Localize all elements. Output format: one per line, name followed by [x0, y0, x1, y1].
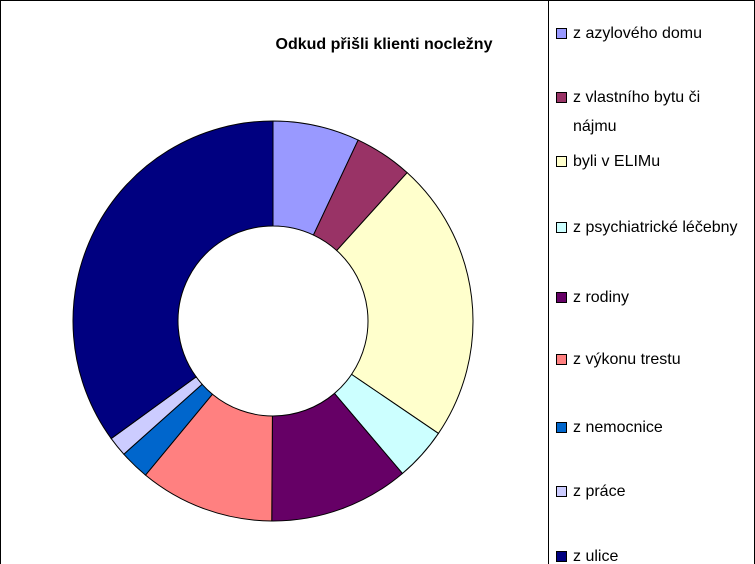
legend-swatch	[556, 354, 567, 365]
legend-label: z rodiny	[573, 289, 630, 306]
legend-label: byli v ELIMu	[573, 153, 661, 170]
legend-label: z ulice	[573, 548, 619, 564]
legend-swatch	[556, 551, 567, 562]
legend-label: z vlastního bytu či nájmu	[573, 89, 701, 135]
legend-label: z psychiatrické léčebny	[573, 219, 738, 236]
chart-title: Odkud přišli klienti nocležny	[276, 36, 493, 53]
legend-swatch	[556, 486, 567, 497]
donut-slice	[336, 171, 474, 435]
legend-swatch	[556, 222, 567, 233]
donut-slice	[72, 120, 274, 440]
legend-label: z azylového domu	[573, 25, 702, 42]
legend-swatch	[556, 28, 567, 39]
legend-swatch	[556, 422, 567, 433]
legend-swatch	[556, 292, 567, 303]
legend-label: z výkonu trestu	[573, 351, 681, 368]
legend: z azylového domu z vlastního bytu či nájm…	[548, 0, 755, 564]
legend-swatch	[556, 92, 567, 103]
legend-label: z nemocnice	[573, 419, 663, 436]
legend-swatch	[556, 156, 567, 167]
legend-label: z práce	[573, 483, 626, 500]
